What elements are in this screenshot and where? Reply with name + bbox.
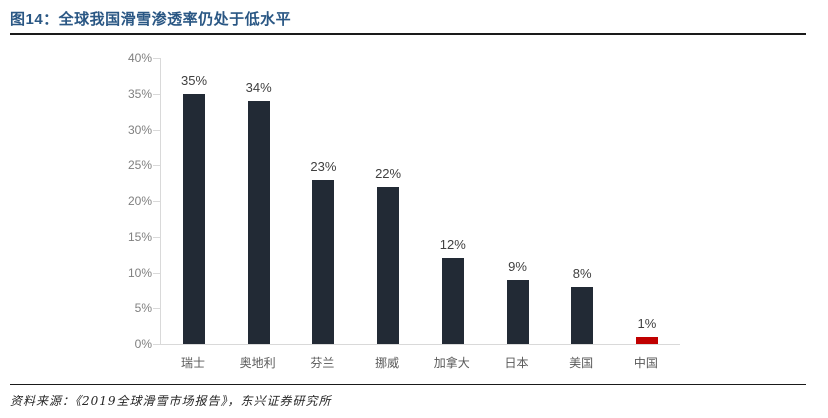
y-axis-tick-label: 10% bbox=[127, 265, 152, 280]
bar-value-label: 22% bbox=[375, 165, 402, 181]
y-axis-tick-mark bbox=[153, 236, 160, 238]
bar-中国 bbox=[635, 336, 658, 344]
bar-日本 bbox=[506, 279, 529, 344]
x-axis-label: 中国 bbox=[633, 356, 658, 370]
bar-value-label: 8% bbox=[572, 265, 592, 281]
bar-奥地利 bbox=[247, 100, 270, 344]
x-axis-label: 加拿大 bbox=[433, 356, 470, 370]
y-axis-tick-label: 30% bbox=[127, 122, 152, 137]
x-axis-label: 日本 bbox=[504, 356, 529, 370]
y-axis-tick-label: 0% bbox=[134, 337, 152, 351]
source-divider bbox=[10, 384, 806, 385]
chart-title: 图14：全球我国滑雪渗透率仍处于低水平 bbox=[10, 11, 292, 28]
y-axis-tick-label: 5% bbox=[134, 301, 152, 316]
bar-瑞士 bbox=[183, 93, 205, 344]
x-axis-label: 芬兰 bbox=[310, 356, 335, 370]
y-axis-tick-label: 20% bbox=[127, 194, 152, 208]
x-axis-label: 美国 bbox=[569, 356, 594, 370]
bar-value-label: 1% bbox=[637, 315, 657, 331]
y-axis-tick-label: 25% bbox=[127, 158, 152, 173]
bar-value-label: 9% bbox=[508, 258, 527, 274]
plot-area: 35% 34% 23% 22% 12% 9% 8% 1% bbox=[160, 58, 680, 345]
source-note: 资料来源：《2019全球滑雪市场报告》，东兴证券研究所 bbox=[10, 394, 332, 408]
y-axis-tick-mark bbox=[153, 93, 160, 95]
bar-加拿大 bbox=[441, 258, 464, 344]
y-axis-tick-mark bbox=[153, 201, 160, 202]
y-axis-tick-mark bbox=[153, 272, 160, 274]
bar-挪威 bbox=[377, 186, 400, 344]
title-divider bbox=[10, 33, 806, 35]
bar-value-label: 23% bbox=[310, 158, 337, 174]
y-axis-tick-mark bbox=[153, 129, 160, 131]
y-axis-tick-label: 15% bbox=[127, 229, 152, 244]
y-axis-tick-label: 35% bbox=[127, 86, 152, 101]
bar-美国 bbox=[571, 286, 594, 344]
bar-value-label: 34% bbox=[245, 79, 272, 95]
y-axis-tick-mark bbox=[153, 344, 160, 345]
bar-value-label: 12% bbox=[439, 237, 466, 253]
y-axis-tick-mark bbox=[153, 58, 160, 59]
bar-value-label: 35% bbox=[180, 72, 208, 88]
y-axis-tick-mark bbox=[153, 308, 160, 310]
x-axis-label: 奥地利 bbox=[239, 356, 276, 370]
y-axis-tick-mark bbox=[153, 165, 160, 167]
y-axis-tick-label: 40% bbox=[127, 51, 152, 65]
x-axis-label: 瑞士 bbox=[180, 356, 205, 370]
bar-芬兰 bbox=[312, 179, 335, 344]
x-axis-label: 挪威 bbox=[375, 356, 400, 370]
